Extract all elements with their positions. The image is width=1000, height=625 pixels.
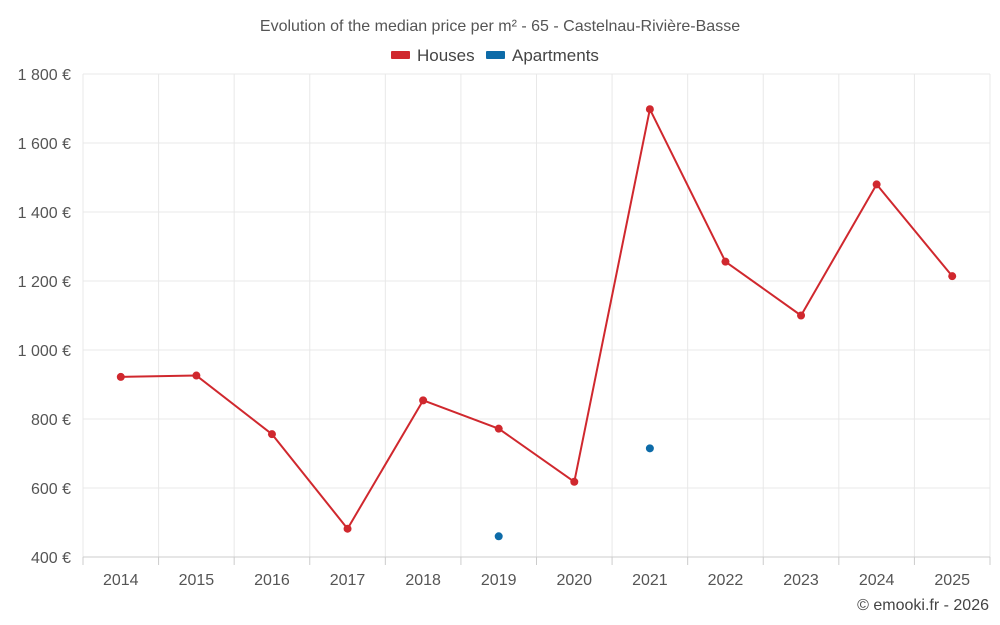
- x-tick-label: 2014: [103, 572, 139, 589]
- x-tick-label: 2016: [254, 572, 290, 589]
- y-tick-label: 1 600 €: [18, 136, 71, 153]
- legend-item-houses[interactable]: Houses: [391, 46, 475, 65]
- data-point-apartments-2019[interactable]: [494, 532, 503, 541]
- x-axis: 2014 2015 2016 2017 2018 2019 2020 2021 2022 2023…: [82, 557, 991, 589]
- data-point-houses-2025[interactable]: [948, 272, 957, 281]
- legend-swatch-houses: [391, 51, 410, 59]
- data-point-houses-2017[interactable]: [343, 524, 352, 533]
- x-tick-label: 2021: [632, 572, 668, 589]
- y-axis: 400 € 600 € 800 € 1 000 € 1 200 € 1 400 € 1 60…: [18, 67, 71, 567]
- x-tick-label: 2022: [708, 572, 744, 589]
- data-point-apartments-2021[interactable]: [645, 444, 654, 453]
- series-line-houses: [120, 108, 953, 530]
- legend-swatch-apartments: [486, 51, 505, 59]
- legend-label-apartments: Apartments: [512, 46, 599, 65]
- x-tick-label: 2023: [783, 572, 819, 589]
- y-tick-label: 1 800 €: [18, 67, 71, 84]
- data-point-houses-2020[interactable]: [570, 477, 579, 486]
- series-houses: [116, 105, 957, 533]
- data-point-houses-2022[interactable]: [721, 257, 730, 266]
- data-point-houses-2021[interactable]: [645, 105, 654, 114]
- data-point-houses-2024[interactable]: [872, 180, 881, 189]
- legend-item-apartments[interactable]: Apartments: [486, 46, 599, 65]
- vertical-gridlines: [82, 74, 991, 557]
- data-point-houses-2015[interactable]: [192, 371, 201, 380]
- y-tick-label: 600 €: [31, 481, 71, 498]
- series-apartments: [494, 444, 654, 541]
- y-tick-label: 800 €: [31, 412, 71, 429]
- y-tick-label: 1 000 €: [18, 343, 71, 360]
- data-point-houses-2016[interactable]: [267, 430, 276, 439]
- y-tick-label: 1 400 €: [18, 205, 71, 222]
- x-tick-label: 2020: [556, 572, 592, 589]
- series-layer: [116, 105, 957, 541]
- credit: © emooki.fr - 2026: [857, 597, 989, 614]
- chart-title: Evolution of the median price per m² - 6…: [260, 18, 740, 35]
- legend-label-houses: Houses: [417, 46, 475, 65]
- x-tick-label: 2025: [934, 572, 970, 589]
- data-point-houses-2014[interactable]: [116, 372, 125, 381]
- x-tick-label: 2015: [179, 572, 215, 589]
- y-tick-label: 400 €: [31, 550, 71, 567]
- x-tick-label: 2017: [330, 572, 366, 589]
- x-tick-label: 2024: [859, 572, 895, 589]
- x-tick-label: 2018: [405, 572, 441, 589]
- data-point-houses-2018[interactable]: [419, 396, 428, 405]
- legend: Houses Apartments: [391, 46, 599, 65]
- data-point-houses-2019[interactable]: [494, 424, 503, 433]
- data-point-houses-2023[interactable]: [797, 311, 806, 320]
- y-tick-label: 1 200 €: [18, 274, 71, 291]
- x-tick-label: 2019: [481, 572, 517, 589]
